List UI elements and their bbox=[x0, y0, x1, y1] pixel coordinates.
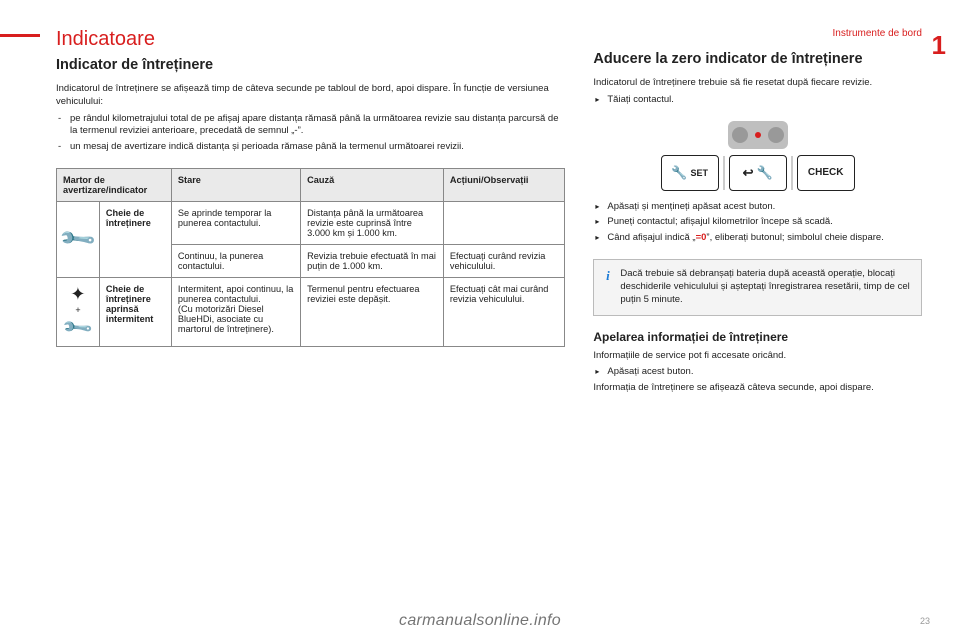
intro-bullets: pe rândul kilometrajului total de pe afi… bbox=[56, 113, 565, 154]
cell-r2-state: Continuu, la punerea contactului. bbox=[171, 245, 300, 278]
cell-r1-action bbox=[443, 202, 565, 245]
watermark: carmanualsonline.info bbox=[0, 612, 960, 630]
wrench-orange-icon: 🔧 bbox=[60, 310, 95, 345]
section-header: Instrumente de bord bbox=[593, 28, 922, 39]
page: Indicatoare Indicator de întreținere Ind… bbox=[0, 0, 960, 409]
step-1: Apăsați și mențineți apăsat acest buton. bbox=[607, 201, 922, 214]
accent-bar bbox=[0, 34, 40, 37]
button-check-label: CHECK bbox=[808, 167, 844, 178]
title-reset: Aducere la zero indicator de întreținere bbox=[593, 51, 922, 67]
reset-intro: Indicatorul de întreținere trebuie să fi… bbox=[593, 77, 922, 90]
cell-r3-name: Cheie de întreținere aprinsă intermitent bbox=[106, 284, 153, 324]
chapter-number: 1 bbox=[932, 30, 946, 61]
right-column: Instrumente de bord Aducere la zero indi… bbox=[593, 28, 922, 399]
info-text: Dacă trebuie să debranșați bateria după … bbox=[620, 268, 909, 305]
indicator-table: Martor de avertizare/indicator Stare Cau… bbox=[56, 168, 565, 347]
reset-steps: Apăsați și mențineți apăsat acest buton.… bbox=[593, 201, 922, 245]
recall-p2: Informația de întreținere se afișează câ… bbox=[593, 382, 922, 395]
recall-p1: Informațiile de service pot fi accesate … bbox=[593, 350, 922, 363]
title-recall: Apelarea informației de întreținere bbox=[593, 330, 922, 344]
th-actiuni: Acțiuni/Observații bbox=[443, 169, 565, 202]
separator2-icon bbox=[791, 156, 793, 190]
cell-wrench-spark-icon: ✦ + 🔧 bbox=[57, 278, 100, 347]
wrench-icon: 🔧 bbox=[57, 219, 99, 260]
title-indicatoare: Indicatoare bbox=[56, 28, 565, 51]
info-box: i Dacă trebuie să debranșați bateria dup… bbox=[593, 259, 922, 315]
wrench-small-icon: 🔧 bbox=[671, 165, 687, 181]
button-return: ↩ 🔧 bbox=[729, 155, 787, 191]
step-2: Puneți contactul; afișajul kilometrilor … bbox=[607, 216, 922, 229]
cluster-icon bbox=[728, 121, 788, 149]
cell-r1-state: Se aprinde temporar la punerea contactul… bbox=[171, 202, 300, 245]
dashboard-illustration: 🔧 SET ↩ 🔧 CHECK bbox=[593, 121, 922, 191]
bullet-2: un mesaj de avertizare indică distanța ș… bbox=[70, 141, 565, 154]
cell-wrench-icon: 🔧 bbox=[57, 202, 100, 278]
wrench-small2-icon: 🔧 bbox=[757, 165, 773, 181]
cell-r3-action: Efectuați cât mai curând revizia vehicul… bbox=[443, 278, 565, 347]
th-cauza: Cauză bbox=[301, 169, 444, 202]
spark-icon: ✦ bbox=[70, 284, 85, 304]
reset-cut-contact: Tăiați contactul. bbox=[607, 94, 922, 107]
separator-icon bbox=[723, 156, 725, 190]
cell-r2-action: Efectuați curând revizia vehiculului. bbox=[443, 245, 565, 278]
info-icon: i bbox=[601, 267, 614, 280]
cell-r3-cause: Termenul pentru efectuarea reviziei este… bbox=[301, 278, 444, 347]
recall-step: Apăsați acest buton. bbox=[607, 366, 922, 379]
button-set: 🔧 SET bbox=[661, 155, 719, 191]
page-number: 23 bbox=[920, 616, 930, 626]
bullet-1: pe rândul kilometrajului total de pe afi… bbox=[70, 113, 565, 139]
subtitle-indicator: Indicator de întreținere bbox=[56, 57, 565, 73]
button-set-label: SET bbox=[691, 168, 709, 178]
cell-r1-cause: Distanța până la următoarea revizie este… bbox=[301, 202, 444, 245]
th-stare: Stare bbox=[171, 169, 300, 202]
th-martor: Martor de avertizare/indicator bbox=[57, 169, 172, 202]
button-check: CHECK bbox=[797, 155, 855, 191]
cell-r3-state: Intermitent, apoi continuu, la punerea c… bbox=[171, 278, 300, 347]
cell-r1-name: Cheie de întreținere bbox=[106, 208, 151, 228]
left-column: Indicatoare Indicator de întreținere Ind… bbox=[56, 28, 565, 399]
cell-r2-cause: Revizia trebuie efectuată în mai puțin d… bbox=[301, 245, 444, 278]
step-3: Când afișajul indică „=0”, eliberați but… bbox=[607, 232, 922, 245]
return-icon: ↩ bbox=[743, 165, 754, 181]
intro-paragraph: Indicatorul de întreținere se afișează t… bbox=[56, 83, 565, 109]
